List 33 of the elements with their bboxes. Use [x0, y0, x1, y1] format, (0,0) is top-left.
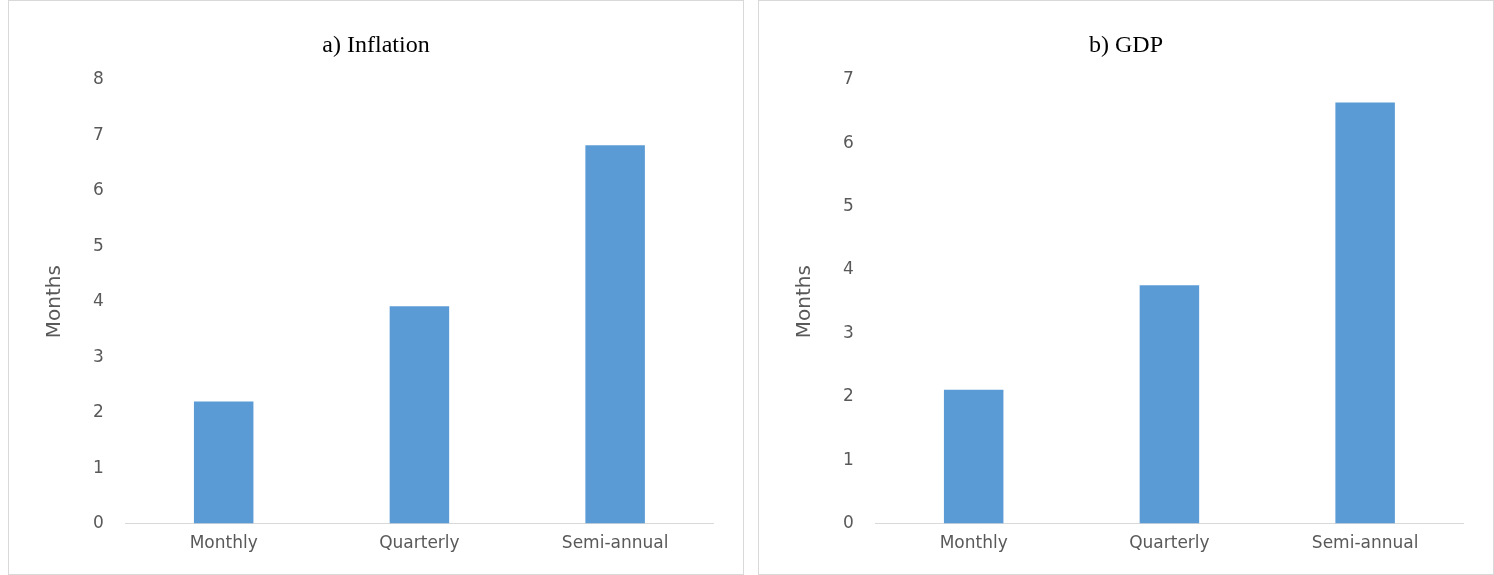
- bar: [585, 145, 645, 524]
- y-tick-label: 3: [842, 321, 854, 342]
- y-tick-label: 7: [842, 68, 854, 89]
- y-tick-label: 0: [92, 512, 104, 533]
- y-tick-label: 2: [842, 385, 854, 406]
- y-tick-label: 4: [92, 290, 104, 311]
- chart-title: b) GDP: [1088, 30, 1164, 57]
- y-tick-label: 1: [92, 456, 104, 477]
- y-tick-label: 8: [92, 68, 104, 89]
- x-tick-label: Quarterly: [379, 532, 460, 553]
- chart-title: a) Inflation: [322, 30, 430, 57]
- bar: [193, 401, 254, 524]
- x-tick-label: Quarterly: [1129, 532, 1210, 553]
- y-tick-label: 6: [92, 179, 104, 200]
- bar: [1335, 102, 1395, 524]
- x-tick-label: Semi-annual: [561, 532, 669, 553]
- y-tick-label: 3: [92, 345, 104, 366]
- y-axis-title: Months: [41, 265, 66, 339]
- y-tick-label: 1: [842, 448, 854, 469]
- y-tick-label: 6: [842, 131, 854, 152]
- bar: [943, 389, 1004, 524]
- x-tick-label: Semi-annual: [1311, 532, 1419, 553]
- x-tick-label: Monthly: [939, 532, 1008, 553]
- bar: [389, 306, 450, 524]
- y-tick-label: 2: [92, 401, 104, 422]
- bar: [1139, 285, 1200, 524]
- y-tick-label: 0: [842, 512, 854, 533]
- y-tick-label: 7: [92, 123, 104, 144]
- x-tick-label: Monthly: [189, 532, 258, 553]
- y-tick-label: 5: [842, 195, 854, 216]
- y-tick-label: 5: [92, 234, 104, 255]
- y-tick-label: 4: [842, 258, 854, 279]
- y-axis-title: Months: [791, 265, 816, 339]
